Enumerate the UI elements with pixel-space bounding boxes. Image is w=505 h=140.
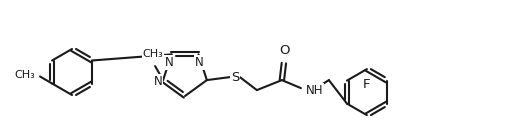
Text: NH: NH [305, 84, 323, 97]
Text: N: N [165, 56, 174, 69]
Text: CH₃: CH₃ [14, 69, 35, 80]
Text: S: S [230, 71, 238, 84]
Text: N: N [153, 75, 162, 88]
Text: CH₃: CH₃ [142, 49, 163, 59]
Text: O: O [279, 44, 289, 57]
Text: F: F [363, 78, 370, 91]
Text: N: N [195, 56, 204, 69]
